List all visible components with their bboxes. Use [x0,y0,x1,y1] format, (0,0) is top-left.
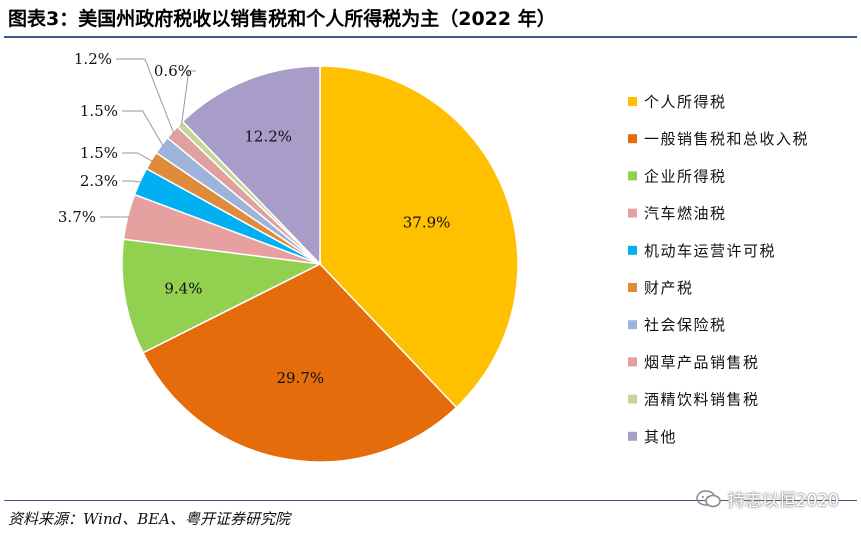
data-label: 9.4% [164,279,202,297]
leader-line [122,180,142,183]
chart-title: 图表3：美国州政府税收以销售税和个人所得税为主（2022 年） [8,8,556,30]
legend-label: 机动车运营许可税 [644,242,776,260]
data-label: 1.5% [80,144,118,162]
data-label: 1.5% [80,102,118,120]
legend: 个人所得税一般销售税和总收入税企业所得税汽车燃油税机动车运营许可税财产税社会保险… [628,93,809,446]
legend-label: 一般销售税和总收入税 [644,130,809,148]
legend-label: 企业所得税 [644,167,727,185]
legend-label: 财产税 [644,279,694,297]
leader-lines [100,58,196,218]
legend-swatch [628,320,637,330]
legend-swatch [628,357,637,367]
legend-swatch [628,431,637,441]
leader-line [122,152,154,163]
data-label: 29.7% [276,369,324,387]
leader-line [122,110,164,147]
leader-line [180,70,196,126]
data-label: 0.6% [154,62,192,80]
pie-slice [319,65,519,409]
data-label: 12.2% [244,128,292,146]
title-rule [4,36,857,38]
data-label: 2.3% [80,172,118,190]
legend-swatch [628,245,637,255]
legend-swatch [628,171,637,181]
legend-label: 个人所得税 [644,93,727,111]
data-label: 3.7% [58,208,96,226]
data-label: 37.9% [403,213,451,231]
data-labels: 37.9% 29.7% 9.4% 3.7% 2.3% 1.5% 1.5% 1.2% 0.6% 12… [58,50,451,387]
source-rule [4,500,857,501]
watermark: 持志以恒2020 [695,486,839,511]
legend-swatch [628,208,637,218]
leader-line [116,58,175,134]
legend-label: 其他 [644,428,677,446]
source-note: 资料来源：Wind、BEA、粤开证券研究院 [8,510,291,528]
legend-swatch [628,283,637,292]
legend-swatch [628,134,637,144]
pie-slices [121,65,519,463]
pie-chart: 37.9% 29.7% 9.4% 3.7% 2.3% 1.5% 1.5% 1.2% 0.6% 12… [58,50,809,463]
legend-swatch [628,394,637,404]
legend-swatch [628,97,637,106]
legend-label: 社会保险税 [644,316,727,334]
watermark-text: 持志以恒2020 [727,491,839,511]
pie-slice [121,238,323,354]
legend-label: 烟草产品销售税 [644,353,760,371]
data-label: 1.2% [74,50,112,68]
pie-slice [181,65,321,266]
legend-label: 酒精饮料销售税 [644,391,760,409]
wechat-icon [695,489,721,507]
legend-label: 汽车燃油税 [644,205,727,223]
